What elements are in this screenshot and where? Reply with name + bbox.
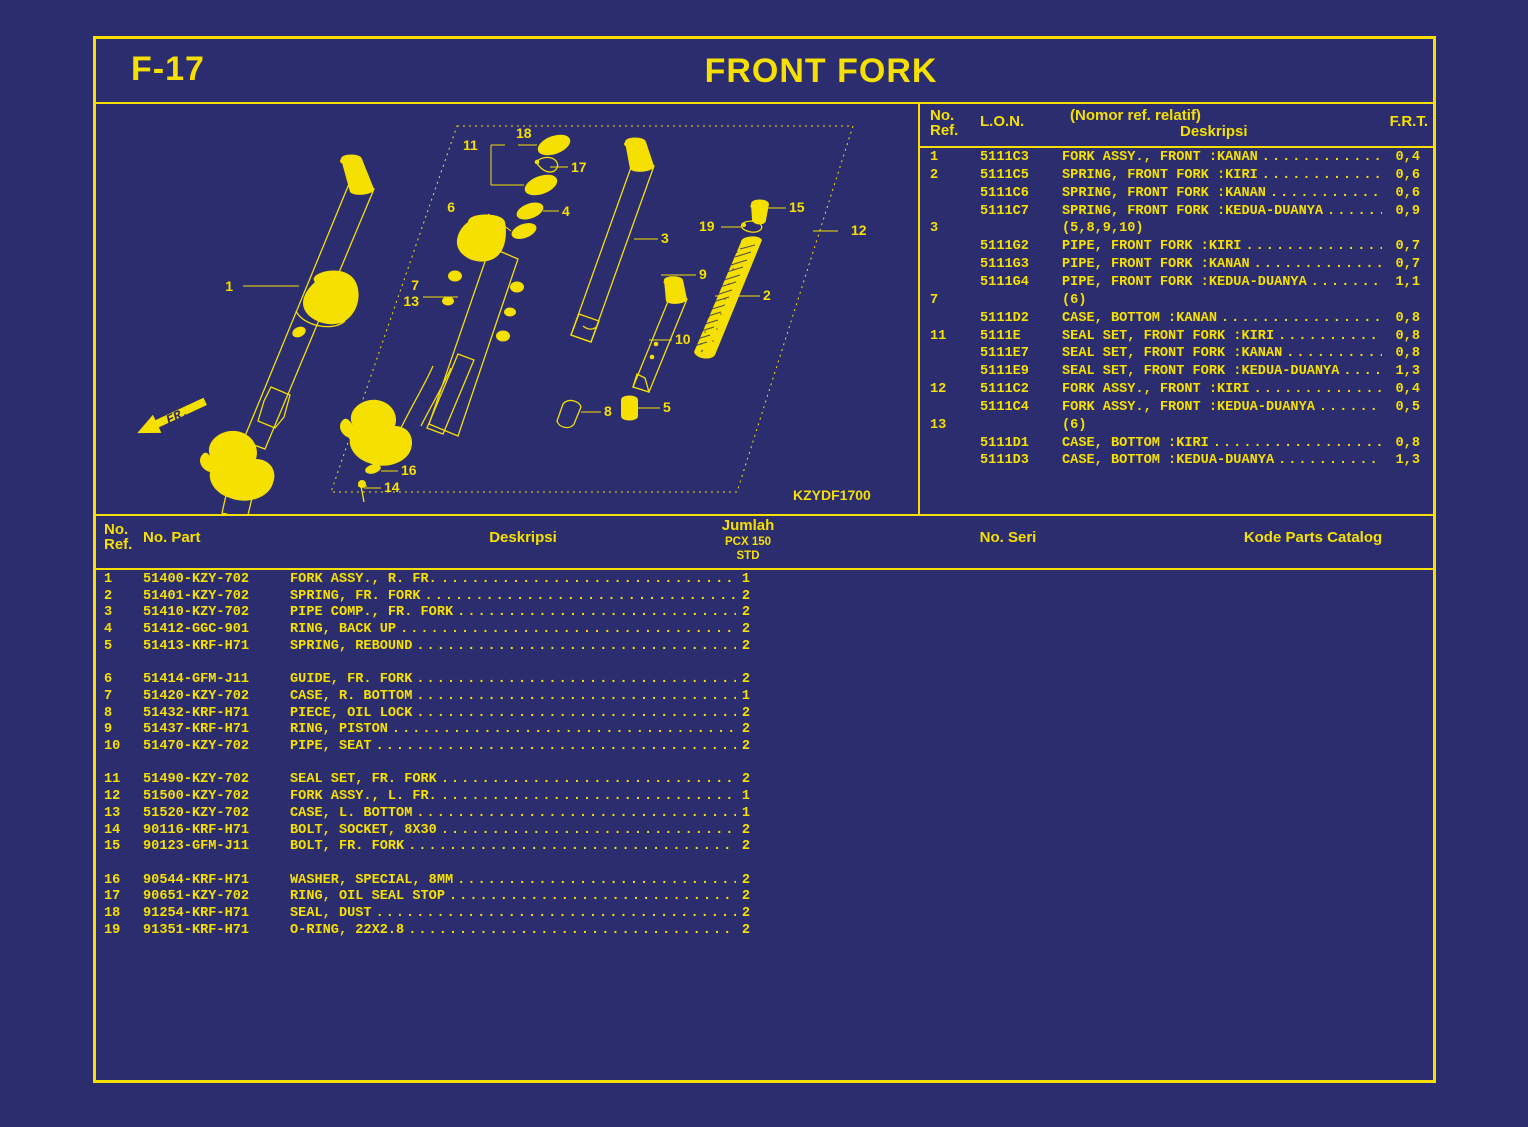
svg-text:1: 1: [225, 278, 233, 294]
svg-text:3: 3: [661, 230, 669, 246]
svg-text:19: 19: [699, 218, 715, 234]
svg-text:17: 17: [571, 159, 587, 175]
svg-text:15: 15: [789, 199, 805, 215]
svg-text:KZYDF1700: KZYDF1700: [793, 487, 871, 503]
svg-text:13: 13: [403, 293, 419, 309]
svg-text:14: 14: [384, 479, 400, 495]
svg-text:10: 10: [675, 331, 691, 347]
svg-text:9: 9: [699, 266, 707, 282]
svg-text:12: 12: [851, 222, 867, 238]
svg-text:18: 18: [516, 125, 532, 141]
svg-text:11: 11: [463, 137, 478, 153]
svg-text:4: 4: [562, 203, 570, 219]
svg-text:8: 8: [604, 403, 612, 419]
svg-text:6: 6: [447, 199, 455, 215]
svg-text:2: 2: [763, 287, 771, 303]
svg-text:16: 16: [401, 462, 417, 478]
svg-text:5: 5: [663, 399, 671, 415]
svg-text:7: 7: [411, 277, 419, 293]
